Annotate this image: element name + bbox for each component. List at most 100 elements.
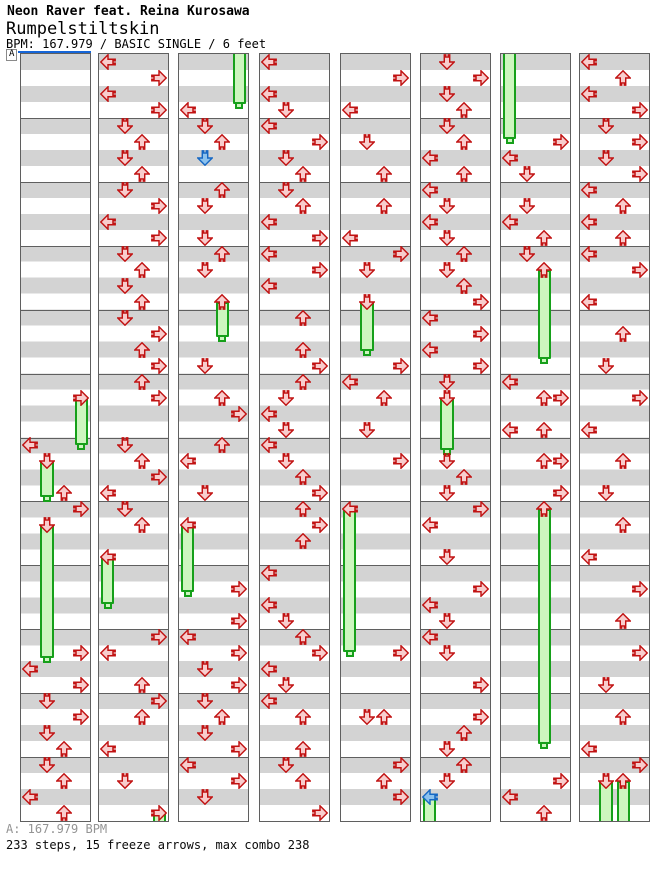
up-arrow <box>133 676 152 694</box>
right-arrow <box>73 644 90 663</box>
measure-separator <box>421 117 490 119</box>
measure-panel-6 <box>420 53 491 822</box>
right-arrow <box>632 260 649 279</box>
up-arrow <box>213 437 232 454</box>
down-arrow <box>437 117 456 135</box>
measure-separator <box>260 437 329 439</box>
up-arrow <box>294 309 313 326</box>
left-arrow <box>580 292 597 311</box>
measure-separator <box>580 565 649 567</box>
right-arrow <box>231 740 248 759</box>
freeze-hold-tail <box>42 496 51 502</box>
right-arrow <box>231 772 248 790</box>
right-arrow <box>553 388 570 407</box>
right-arrow <box>73 500 90 519</box>
measure-panel-5 <box>340 53 411 822</box>
left-arrow <box>260 84 277 103</box>
up-arrow <box>133 165 152 182</box>
right-arrow <box>151 692 168 711</box>
measure-separator <box>501 117 570 119</box>
freeze-hold-body <box>503 54 517 139</box>
measure-separator <box>21 181 90 183</box>
down-arrow <box>195 261 214 278</box>
right-arrow <box>393 69 410 87</box>
down-arrow <box>276 421 295 438</box>
down-arrow <box>37 453 56 470</box>
left-arrow <box>341 100 358 119</box>
right-arrow <box>312 644 329 663</box>
measure-separator <box>99 693 168 695</box>
right-arrow <box>553 452 570 471</box>
measure-separator <box>421 373 490 375</box>
measure-separator <box>260 181 329 183</box>
measure-separator <box>580 117 649 119</box>
up-arrow <box>535 389 554 406</box>
freeze-hold-tail <box>505 138 514 144</box>
down-arrow <box>517 197 536 215</box>
left-arrow <box>580 212 597 231</box>
up-arrow <box>455 133 474 150</box>
right-arrow <box>312 356 329 375</box>
measure-separator <box>179 757 248 759</box>
left-arrow <box>260 564 277 583</box>
down-arrow <box>437 373 456 390</box>
right-arrow <box>231 404 248 423</box>
down-arrow <box>517 245 536 262</box>
up-arrow <box>133 341 152 358</box>
measure-separator <box>179 309 248 311</box>
right-arrow <box>151 388 168 407</box>
up-arrow <box>213 293 232 310</box>
measure-separator <box>421 181 490 183</box>
left-arrow <box>421 628 438 647</box>
right-arrow <box>632 164 649 183</box>
up-arrow <box>294 341 313 358</box>
down-arrow <box>437 261 456 278</box>
right-arrow <box>231 612 248 631</box>
left-arrow <box>421 212 438 231</box>
measure-separator <box>21 629 90 631</box>
left-arrow <box>99 740 116 759</box>
right-arrow <box>553 484 570 503</box>
down-arrow <box>276 613 295 630</box>
measure-separator <box>501 693 570 695</box>
measure-separator <box>580 245 649 247</box>
measure-separator <box>580 437 649 439</box>
down-arrow <box>195 661 214 678</box>
measure-separator <box>501 565 570 567</box>
right-arrow <box>393 788 410 806</box>
measure-panel-8 <box>579 53 650 822</box>
measure-separator <box>580 501 649 503</box>
freeze-hold-body <box>537 269 551 360</box>
measure-separator <box>21 245 90 247</box>
up-arrow <box>294 373 313 390</box>
down-arrow <box>276 181 295 199</box>
right-arrow <box>473 708 490 727</box>
right-arrow <box>473 292 490 311</box>
up-arrow <box>455 469 474 486</box>
measure-separator <box>501 309 570 311</box>
blue-down-arrow <box>195 149 214 167</box>
freeze-hold-tail <box>103 603 112 609</box>
up-arrow <box>614 325 633 342</box>
measure-separator <box>341 757 410 759</box>
right-arrow <box>151 324 168 343</box>
measure-separator <box>580 373 649 375</box>
down-arrow <box>596 773 615 790</box>
measure-separator <box>421 309 490 311</box>
measure-panel-4 <box>259 53 330 822</box>
down-arrow <box>437 86 456 103</box>
right-arrow <box>312 132 329 151</box>
up-arrow <box>375 389 394 406</box>
measure-separator <box>99 437 168 439</box>
down-arrow <box>115 309 134 326</box>
measure-separator <box>580 181 649 183</box>
down-arrow <box>357 421 376 438</box>
right-arrow <box>151 228 168 247</box>
down-arrow <box>115 437 134 454</box>
down-arrow <box>517 165 536 183</box>
right-arrow <box>473 676 490 695</box>
measure-separator <box>501 373 570 375</box>
up-arrow <box>614 708 633 726</box>
up-arrow <box>294 708 313 726</box>
